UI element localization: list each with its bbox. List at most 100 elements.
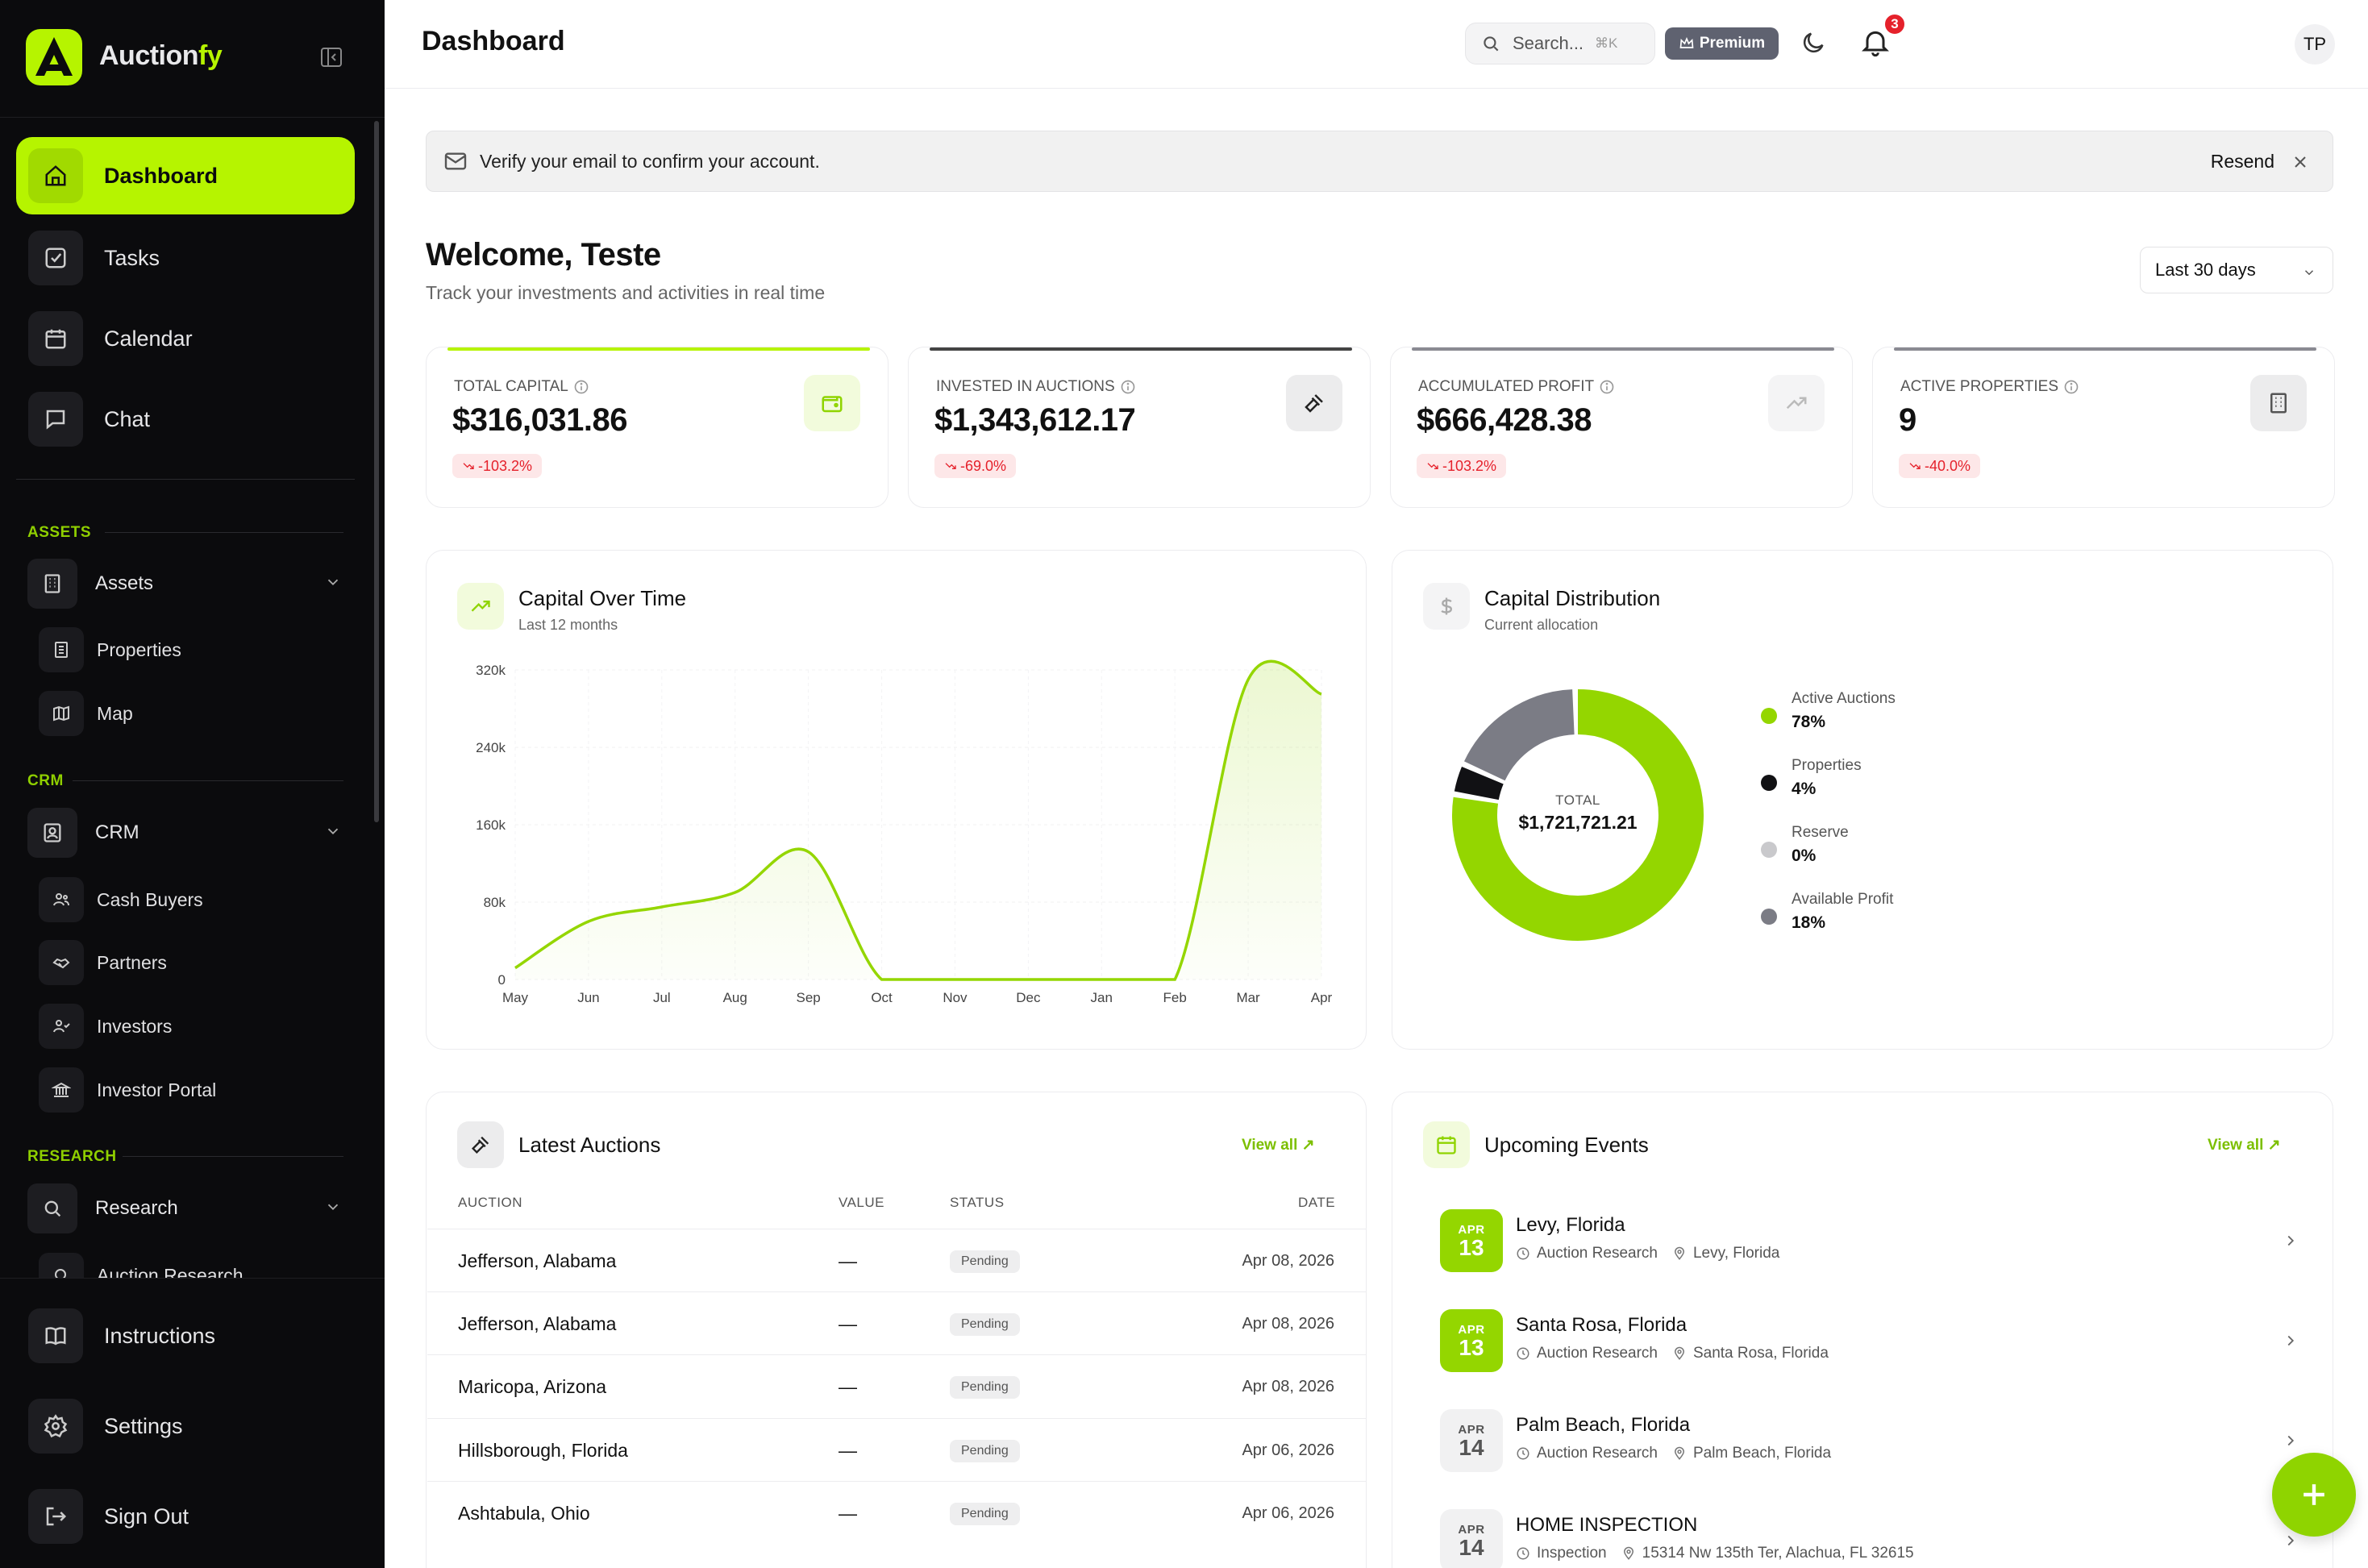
sidebar-item-sign-out[interactable]: Sign Out xyxy=(16,1478,355,1555)
period-value: Last 30 days xyxy=(2155,260,2256,280)
trend-down-icon xyxy=(945,463,956,469)
sidebar-item-label: Investor Portal xyxy=(97,1079,217,1100)
table-row[interactable]: Maricopa, Arizona — Pending Apr 08, 2026 xyxy=(427,1354,1367,1417)
moon-icon[interactable] xyxy=(1800,29,1827,56)
x-tick-label: May xyxy=(502,990,529,1005)
sidebar-item-instructions[interactable]: Instructions xyxy=(16,1297,355,1375)
event-meta: Auction Research Palm Beach, Florida xyxy=(1516,1445,1831,1462)
sidebar-item-label: Dashboard xyxy=(104,163,218,188)
event-type: Auction Research xyxy=(1537,1445,1658,1462)
location-pin-icon xyxy=(1674,1346,1684,1360)
event-location: Levy, Florida xyxy=(1692,1245,1780,1262)
event-item[interactable]: APR 14 Palm Beach, Florida Auction Resear… xyxy=(1393,1398,2304,1487)
capital-distribution-card: Capital Distribution Current allocation … xyxy=(1392,550,2333,1050)
event-item[interactable]: APR 14 HOME INSPECTION Inspection 15314 N… xyxy=(1393,1498,2304,1568)
auction-date: Apr 08, 2026 xyxy=(1242,1315,1334,1333)
period-select[interactable]: Last 30 days xyxy=(2140,247,2333,293)
add-button[interactable] xyxy=(2272,1453,2356,1537)
column-header-date: DATE xyxy=(1298,1195,1336,1210)
y-tick-label: 160k xyxy=(476,817,506,833)
avatar[interactable]: TP xyxy=(2295,24,2335,64)
donut-total-label: TOTAL xyxy=(1555,792,1600,808)
event-location: 15314 Nw 135th Ter, Alachua, FL 32615 xyxy=(1642,1545,1914,1562)
chart-title: Capital Over Time xyxy=(518,586,687,610)
sidebar-item-chat[interactable]: Chat xyxy=(16,381,355,458)
premium-badge[interactable]: Premium xyxy=(1665,27,1779,60)
legend-item: Available Profit 18% xyxy=(1761,891,2003,939)
sidebar-item-calendar[interactable]: Calendar xyxy=(16,300,355,377)
location-pin-icon xyxy=(1623,1546,1633,1560)
table-row[interactable]: Hillsborough, Florida — Pending Apr 06, … xyxy=(427,1418,1367,1481)
table-row[interactable]: Jefferson, Alabama — Pending Apr 08, 202… xyxy=(427,1229,1367,1291)
event-location: Santa Rosa, Florida xyxy=(1692,1345,1829,1362)
bank-icon xyxy=(39,1067,84,1113)
sidebar-item-investor-portal[interactable]: Investor Portal xyxy=(39,1066,345,1114)
trend-down-icon xyxy=(1909,463,1921,469)
legend-item: Properties 4% xyxy=(1761,757,2003,805)
kpi-label: ACTIVE PROPERTIES xyxy=(1900,378,2079,396)
auction-value: — xyxy=(839,1503,857,1524)
chevron-down-icon xyxy=(2304,270,2314,276)
resend-button[interactable]: Resend xyxy=(2210,151,2274,172)
legend-dot xyxy=(1761,909,1777,925)
section-label-research: RESEARCH xyxy=(27,1148,117,1165)
event-item[interactable]: APR 13 Levy, Florida Auction Research Lev… xyxy=(1393,1198,2304,1287)
legend-percent: 18% xyxy=(1792,913,1826,932)
clock-icon xyxy=(1517,1447,1529,1460)
event-item[interactable]: APR 13 Santa Rosa, Florida Auction Resear… xyxy=(1393,1298,2304,1387)
sidebar-group-research[interactable]: Research xyxy=(27,1182,350,1235)
sidebar-item-partners[interactable]: Partners xyxy=(39,938,345,987)
sidebar-item-label: Investors xyxy=(97,1015,173,1037)
bell-icon[interactable] xyxy=(1859,26,1891,58)
legend-item: Reserve 0% xyxy=(1761,824,2003,872)
auctions-view-all-link[interactable]: View all ↗ xyxy=(1242,1136,1315,1154)
events-view-all-link[interactable]: View all ↗ xyxy=(2208,1136,2281,1154)
legend-dot xyxy=(1761,775,1777,791)
event-date-badge: APR 14 xyxy=(1440,1409,1503,1472)
y-tick-label: 0 xyxy=(498,972,506,988)
sidebar: Auctionfy Dashboard Tasks Calendar Chat … xyxy=(0,0,385,1568)
sidebar-scrollbar[interactable] xyxy=(374,121,379,822)
x-tick-label: Jul xyxy=(653,990,671,1005)
event-day: 14 xyxy=(1459,1534,1484,1560)
sidebar-item-dashboard[interactable]: Dashboard xyxy=(16,137,355,214)
close-icon[interactable] xyxy=(2291,152,2310,172)
sidebar-item-tasks[interactable]: Tasks xyxy=(16,219,355,297)
legend-name: Reserve xyxy=(1792,824,1849,841)
kpi-label-text: ACCUMULATED PROFIT xyxy=(1418,378,1595,395)
sidebar-item-properties[interactable]: Properties xyxy=(39,626,345,674)
card-title: Latest Auctions xyxy=(518,1133,661,1157)
table-row[interactable]: Jefferson, Alabama — Pending Apr 08, 202… xyxy=(427,1291,1367,1354)
sidebar-footer: Instructions Settings Sign Out xyxy=(0,1278,385,1568)
sidebar-item-label: Cash Buyers xyxy=(97,888,203,910)
building-icon xyxy=(39,627,84,672)
capital-donut-chart xyxy=(1452,689,1704,941)
search-input[interactable]: Search... ⌘K xyxy=(1465,23,1655,64)
sidebar-item-map[interactable]: Map xyxy=(39,689,345,738)
table-row[interactable]: Ashtabula, Ohio — Pending Apr 06, 2026 xyxy=(427,1481,1367,1544)
event-date-badge: APR 13 xyxy=(1440,1309,1503,1372)
y-tick-label: 240k xyxy=(476,740,506,755)
sidebar-item-label: Sign Out xyxy=(104,1504,189,1528)
event-title: Levy, Florida xyxy=(1516,1214,1625,1236)
sidebar-group-crm[interactable]: CRM xyxy=(27,806,350,859)
sidebar-item-settings[interactable]: Settings xyxy=(16,1387,355,1465)
arrow-up-right-icon: ↗ xyxy=(1301,1137,1315,1154)
sidebar-group-assets[interactable]: Assets xyxy=(27,557,350,610)
kpi-card-active-properties: ACTIVE PROPERTIES 9 -40.0% xyxy=(1872,347,2335,508)
view-all-label: View all xyxy=(1242,1137,1298,1154)
collapse-sidebar-icon[interactable] xyxy=(319,45,343,69)
info-icon xyxy=(574,380,589,394)
kpi-accent-bar xyxy=(447,347,870,351)
sidebar-header: Auctionfy xyxy=(0,0,385,118)
sidebar-item-cash-buyers[interactable]: Cash Buyers xyxy=(39,876,345,924)
event-title: Palm Beach, Florida xyxy=(1516,1414,1691,1436)
sidebar-item-investors[interactable]: Investors xyxy=(39,1002,345,1050)
x-tick-label: Nov xyxy=(943,990,968,1005)
kpi-value: $316,031.86 xyxy=(452,402,627,438)
crown-icon xyxy=(1679,37,1694,48)
auction-date: Apr 08, 2026 xyxy=(1242,1378,1334,1395)
x-tick-label: Feb xyxy=(1163,990,1187,1005)
x-tick-label: Sep xyxy=(797,990,821,1005)
kpi-label: ACCUMULATED PROFIT xyxy=(1418,378,1615,396)
